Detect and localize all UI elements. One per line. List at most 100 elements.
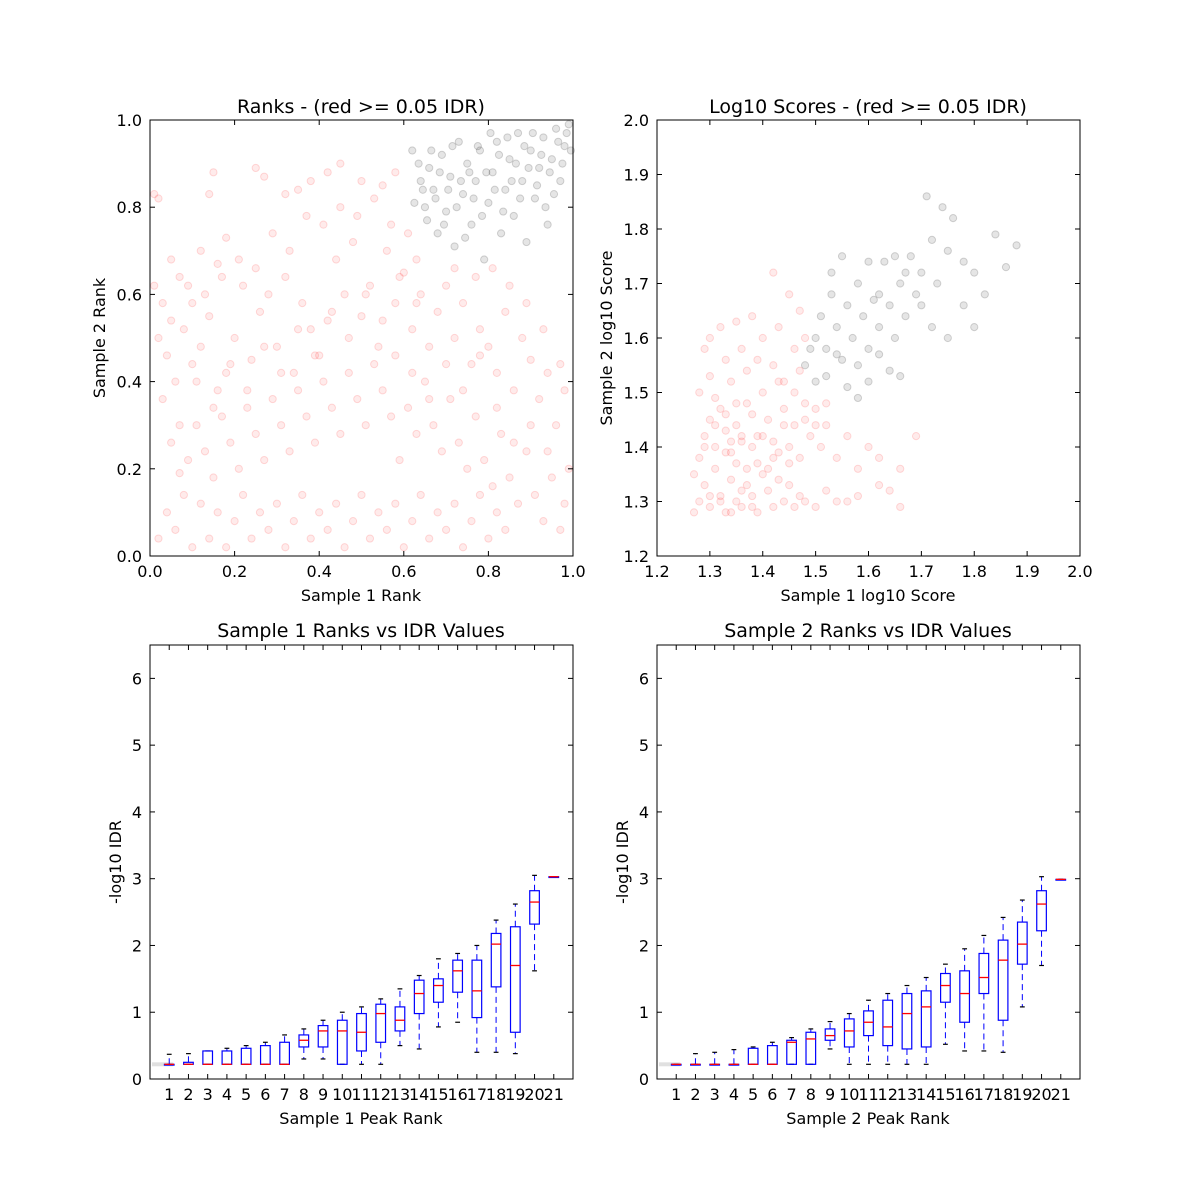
scores-scatter-point-black bbox=[980, 290, 989, 299]
sample2-boxplot-xtick-label: 14 bbox=[916, 1085, 936, 1104]
scores-scatter-point-red bbox=[785, 442, 794, 452]
ranks-scatter-point-red bbox=[484, 534, 493, 543]
ranks-scatter-point-black bbox=[513, 128, 523, 138]
sample2-boxplot-ytick-label: 4 bbox=[639, 803, 649, 822]
ranks-scatter-point-red bbox=[382, 246, 391, 255]
scores-scatter-point-black bbox=[827, 268, 836, 277]
scores-scatter-point-red bbox=[716, 491, 725, 501]
ranks-scatter-point-black bbox=[530, 194, 540, 203]
scores-scatter-point-black bbox=[848, 333, 857, 343]
ranks-scatter-point-red bbox=[412, 299, 421, 308]
sample2-boxplot-xtick-label: 4 bbox=[729, 1085, 739, 1104]
scores-scatter-point-black bbox=[917, 301, 926, 310]
sample2-boxplot-title: Sample 2 Ranks vs IDR Values bbox=[724, 620, 1012, 642]
ranks-scatter-point-red bbox=[167, 255, 176, 264]
scores-scatter-point-black bbox=[822, 344, 831, 353]
ranks-scatter-point-red bbox=[196, 342, 205, 351]
ranks-scatter-point-red bbox=[183, 281, 193, 290]
sample2-boxplot-xtick-label: 21 bbox=[1051, 1085, 1071, 1104]
box-iqr bbox=[882, 999, 894, 1047]
ranks-scatter-point-red bbox=[162, 351, 172, 360]
scores-scatter-point-red bbox=[800, 415, 810, 424]
scores-scatter-point-red bbox=[737, 437, 746, 446]
scores-scatter-point-red bbox=[763, 486, 773, 495]
scores-scatter-xtick-label: 1.6 bbox=[856, 562, 881, 581]
scores-scatter-point-red bbox=[763, 415, 773, 424]
scores-scatter-point-red bbox=[758, 470, 767, 479]
scores-scatter-point-red bbox=[716, 497, 725, 506]
ranks-scatter-point-red bbox=[150, 281, 159, 290]
ranks-scatter-point-red bbox=[539, 325, 548, 334]
ranks-scatter-point-red bbox=[306, 176, 315, 186]
ranks-scatter-point-black bbox=[541, 203, 550, 212]
ranks-scatter-marks bbox=[150, 120, 575, 552]
ranks-scatter-point-red bbox=[238, 490, 248, 500]
ranks-scatter-point-red bbox=[332, 255, 341, 264]
sample1-boxplot-box bbox=[548, 876, 560, 879]
scores-scatter-point-black bbox=[943, 333, 952, 343]
scores-scatter-point-red bbox=[700, 432, 709, 441]
ranks-scatter-point-black bbox=[492, 137, 501, 146]
scores-scatter-point-black bbox=[832, 350, 841, 359]
ranks-scatter-point-black bbox=[442, 207, 451, 216]
scores-scatter-point-red bbox=[705, 333, 714, 343]
scores-scatter-point-red bbox=[716, 404, 725, 413]
ranks-scatter-point-red bbox=[357, 176, 366, 186]
ranks-scatter-point-red bbox=[150, 190, 159, 199]
scores-scatter-point-red bbox=[785, 459, 794, 468]
scores-scatter-point-black bbox=[1012, 241, 1021, 250]
box-iqr bbox=[863, 1010, 874, 1037]
sample1-boxplot-box bbox=[317, 1019, 329, 1060]
ranks-scatter-point-red bbox=[154, 534, 163, 543]
ranks-scatter-point-red bbox=[522, 447, 531, 456]
box-iqr bbox=[433, 978, 444, 1003]
sample2-boxplot-xlabel: Sample 2 Peak Rank bbox=[786, 1109, 950, 1128]
scores-scatter-point-red bbox=[790, 344, 799, 353]
scores-scatter-xtick-label: 1.9 bbox=[1014, 562, 1039, 581]
ranks-scatter-point-red bbox=[289, 517, 298, 526]
scores-scatter-point-black bbox=[837, 252, 847, 261]
ranks-scatter-point-red bbox=[408, 368, 417, 377]
ranks-scatter-title: Ranks - (red >= 0.05 IDR) bbox=[237, 96, 485, 118]
sample2-boxplot-box bbox=[843, 1012, 855, 1065]
scores-scatter-point-black bbox=[959, 301, 968, 310]
ranks-scatter-point-black bbox=[469, 194, 478, 203]
ranks-scatter-point-red bbox=[243, 386, 252, 395]
ranks-scatter-point-red bbox=[361, 421, 370, 430]
ranks-scatter-ytick-label: 0.0 bbox=[117, 547, 142, 566]
scores-scatter-point-red bbox=[822, 399, 831, 408]
ranks-scatter-point-red bbox=[416, 490, 425, 500]
scores-scatter-point-red bbox=[705, 502, 714, 512]
ranks-scatter-point-red bbox=[437, 447, 446, 456]
sample2-boxplot-xtick-label: 19 bbox=[1012, 1085, 1032, 1104]
scores-scatter-point-black bbox=[843, 382, 852, 392]
box-iqr bbox=[959, 970, 971, 1023]
scores-scatter-xlabel: Sample 1 log10 Score bbox=[781, 586, 956, 605]
scores-scatter-point-red bbox=[689, 470, 699, 479]
scores-scatter-point-black bbox=[890, 252, 900, 261]
ranks-scatter-point-black bbox=[450, 242, 459, 251]
scores-scatter-ytick-label: 1.4 bbox=[624, 438, 649, 457]
sample1-boxplot-box bbox=[471, 944, 483, 1053]
scores-scatter-point-black bbox=[959, 257, 968, 266]
ranks-scatter-point-red bbox=[526, 355, 535, 364]
ranks-scatter-point-red bbox=[340, 290, 349, 299]
scores-scatter-point-black bbox=[806, 344, 815, 353]
sample1-boxplot-box bbox=[259, 1041, 271, 1065]
scores-scatter-point-red bbox=[779, 421, 789, 430]
scores-scatter-point-red bbox=[779, 377, 789, 386]
scores-scatter-point-red bbox=[774, 448, 783, 457]
scores-scatter-point-red bbox=[742, 464, 751, 473]
ranks-scatter-point-red bbox=[285, 246, 294, 255]
ranks-scatter-point-black bbox=[473, 142, 482, 151]
scores-scatter-point-black bbox=[911, 290, 921, 299]
sample1-boxplot-box bbox=[298, 1028, 310, 1060]
scores-scatter-ticks: 1.2 1.3 1.4 1.5 1.6 1.7 1.8 1.9 2.0 1.2 1.3 1.4 1.5 1… bbox=[624, 111, 1093, 581]
scores-scatter-point-red bbox=[795, 491, 804, 501]
ranks-scatter-point-red bbox=[277, 368, 286, 377]
ranks-scatter-point-red bbox=[399, 268, 408, 277]
ranks-scatter-point-red bbox=[319, 220, 328, 229]
scores-scatter-point-red bbox=[758, 388, 767, 397]
scores-scatter-point-black bbox=[917, 268, 926, 277]
